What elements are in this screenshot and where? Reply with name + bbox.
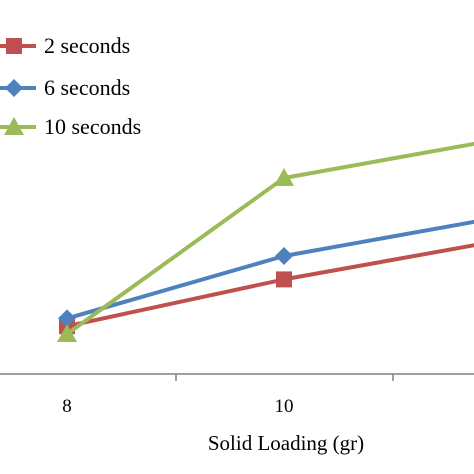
legend-label: 6 seconds	[44, 75, 130, 100]
legend-label: 10 seconds	[44, 114, 141, 139]
data-point	[58, 309, 76, 328]
legend-marker	[6, 38, 22, 54]
x-axis-title: Solid Loading (gr)	[208, 431, 364, 455]
data-point	[276, 271, 292, 288]
series-line	[65, 141, 474, 336]
legend: 2 seconds 6 seconds 10 seconds	[0, 33, 141, 139]
x-tick-label: 10	[275, 396, 294, 417]
legend-marker	[5, 79, 23, 97]
data-point	[274, 168, 294, 186]
legend-entry: 10 seconds	[0, 114, 141, 139]
axes: 8 10	[0, 373, 474, 417]
legend-marker	[4, 117, 24, 135]
series-line	[66, 219, 474, 321]
data-point	[275, 247, 293, 265]
series-group	[57, 141, 474, 342]
series-2	[58, 219, 474, 328]
legend-entry: 6 seconds	[0, 75, 130, 100]
series-1	[59, 243, 474, 335]
legend-entry: 2 seconds	[0, 33, 130, 58]
series-3	[57, 141, 474, 342]
x-tick-label: 8	[62, 396, 72, 417]
data-point	[57, 324, 77, 342]
series-line	[66, 243, 474, 329]
legend-label: 2 seconds	[44, 33, 130, 58]
